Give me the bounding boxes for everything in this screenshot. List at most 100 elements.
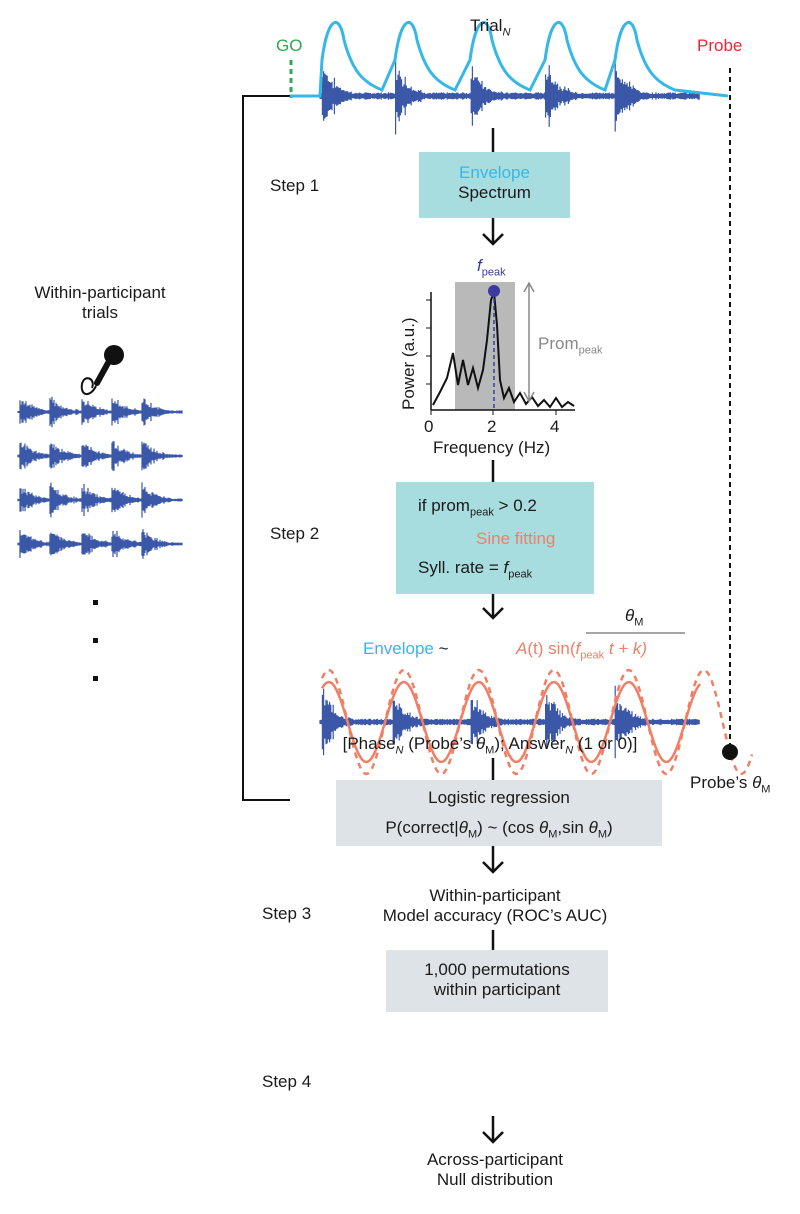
probe-label: Probe (697, 36, 743, 55)
box2-sine-fitting: Sine fitting (476, 529, 556, 548)
arrow-down-icon (482, 846, 504, 874)
probe-dot (722, 744, 738, 760)
accuracy-label: Within-participant Model accuracy (ROC’s… (340, 886, 650, 926)
envelope-spectrum-box: Envelope Spectrum (419, 152, 570, 218)
p-theta2: θ (538, 818, 549, 837)
phase-b: (Probe’s (403, 734, 476, 753)
fpeak-f: f (477, 256, 482, 275)
ellipsis-dot (93, 676, 98, 681)
phase-n1: N (395, 744, 404, 757)
probe-theta-sym: θ (752, 773, 762, 792)
formula-f: f (575, 639, 581, 658)
p-m3: M (597, 828, 607, 841)
box2-rate: Syll. rate = fpeak (418, 558, 532, 584)
arrow-down-icon (482, 218, 504, 246)
xtick-2: 2 (487, 417, 497, 436)
sine-formula: A(t) sin(fpeak t + k) (516, 639, 647, 665)
waveform-segment (17, 482, 183, 518)
p-c: ,sin (557, 818, 589, 837)
probe-theta-text: Probe’s (690, 773, 753, 792)
spectrum-line (432, 291, 575, 409)
ellipsis-dot (93, 600, 98, 605)
rate-sub: peak (508, 568, 533, 581)
rate-f: f (503, 558, 509, 577)
p-theta: θ (458, 818, 468, 837)
prom-label: Prompeak (538, 334, 602, 360)
left-title-line2: trials (82, 303, 118, 322)
waveform-segment (17, 396, 183, 428)
logistic-regression-box: Logistic regression P(correct|θM) ~ (cos… (336, 780, 662, 846)
theta-sym: θ (625, 606, 635, 625)
final-label: Across-participant Null distribution (370, 1150, 620, 1190)
final-line2: Null distribution (436, 1170, 554, 1189)
phase-answer-line: [PhaseN (Probe’s θM); AnswerN (1 or 0)] (280, 734, 700, 760)
xtick-4: 4 (550, 417, 560, 436)
prom-sub: peak (578, 344, 603, 357)
microphone-icon (80, 345, 124, 395)
phase-m1: M (485, 744, 495, 757)
xtick-0: 0 (424, 417, 434, 436)
phase-d: (1 or 0)] (573, 734, 638, 753)
phase-a: [Phase (342, 734, 396, 753)
peak-band (455, 282, 515, 410)
box4-line1: 1,000 permutations (424, 960, 570, 979)
peak-dot (488, 285, 500, 297)
box4-line2: within participant (433, 980, 561, 999)
permutations-box: 1,000 permutations within participant (386, 950, 608, 1012)
step-2-label: Step 2 (270, 524, 320, 543)
theta-m-label: θM (625, 606, 643, 632)
spectrum-ylabel: Power (a.u.) (399, 317, 418, 410)
phase-c: ); Answer (494, 734, 566, 753)
left-title: Within-participant trials (10, 283, 190, 323)
trials-bracket (242, 95, 290, 801)
p-m: M (467, 828, 478, 841)
waveform-segment (17, 441, 183, 471)
box3-formula: P(correct|θM) ~ (cos θM,sin θM) (336, 818, 662, 844)
rate-a: Syll. rate = (418, 558, 504, 577)
cond-sub: peak (469, 506, 494, 519)
phase-n2: N (565, 744, 574, 757)
formula-t: (t) sin( (527, 639, 576, 658)
sine-fitting-box: if prompeak > 0.2 Sine fitting Syll. rat… (396, 482, 594, 594)
fpeak-sub: peak (481, 266, 506, 279)
p-theta3: θ (588, 818, 598, 837)
box1-envelope: Envelope (459, 163, 530, 182)
fpeak-label: fpeak (477, 256, 506, 282)
probe-theta-label: Probe’s θM (690, 773, 770, 799)
theta-sub: M (634, 616, 644, 629)
p-d: ) (606, 818, 613, 837)
arrow-down-icon (482, 594, 504, 620)
step-3-label: Step 3 (262, 904, 312, 923)
prominence-arrow-icon (523, 281, 535, 403)
probe-theta-sub: M (761, 783, 771, 796)
spectrum-plot (426, 281, 575, 415)
sine-solid (320, 680, 702, 764)
waveform-segment (17, 529, 183, 559)
formula-a: A (516, 639, 528, 658)
p-a: P(correct| (385, 818, 459, 837)
ellipsis-dot (93, 638, 98, 643)
p-m2: M (548, 828, 558, 841)
go-label: GO (276, 36, 303, 55)
box1-spectrum: Spectrum (458, 183, 531, 202)
step-4-label: Step 4 (262, 1072, 312, 1091)
within-participant-trials (17, 396, 183, 559)
accuracy-line1: Within-participant (429, 886, 561, 905)
trial-label-sub: N (502, 26, 511, 39)
fit-tilde: ~ (433, 639, 449, 658)
cond-b: > 0.2 (493, 496, 537, 515)
cond-a: if prom (418, 496, 470, 515)
envelope-tilde: Envelope ~ (363, 639, 449, 659)
trial-envelope (290, 21, 729, 98)
box2-condition: if prompeak > 0.2 (418, 496, 537, 522)
spectrum-xlabel: Frequency (Hz) (433, 438, 551, 457)
waveform-segment (319, 57, 700, 135)
box3-title: Logistic regression (428, 788, 570, 807)
final-line1: Across-participant (426, 1150, 564, 1169)
trial-label-text: Trial (470, 16, 503, 35)
fit-envelope-word: Envelope (363, 639, 434, 658)
step-1-label: Step 1 (270, 176, 320, 195)
arrow-down-icon (482, 1116, 504, 1144)
p-b: ) ~ (cos (477, 818, 539, 837)
